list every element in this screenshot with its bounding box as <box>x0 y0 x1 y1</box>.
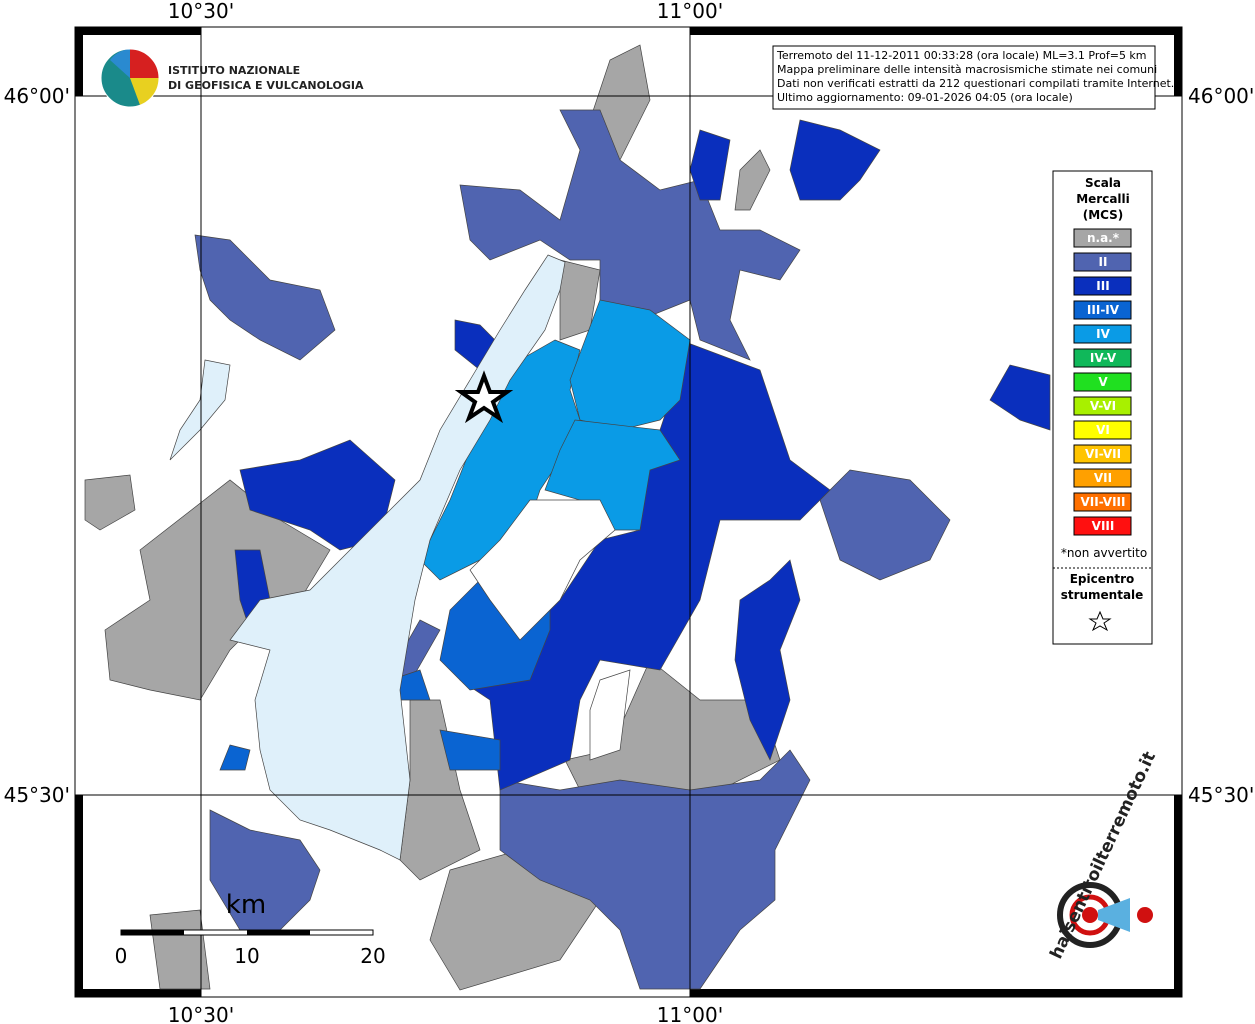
legend-label: VII <box>1094 471 1112 485</box>
legend-swatch <box>1073 276 1132 296</box>
lon-label: 10°30' <box>168 1003 234 1024</box>
legend-label: V <box>1098 375 1108 389</box>
legend-epicenter: Epicentro <box>1070 572 1135 586</box>
info-line: Ultimo aggiornamento: 09-01-2026 04:05 (… <box>777 91 1073 104</box>
region <box>499 749 811 990</box>
legend-title: (MCS) <box>1083 208 1124 222</box>
lon-label: 11°00' <box>657 0 723 23</box>
logo-text: ISTITUTO NAZIONALE <box>168 64 300 77</box>
no-data-area <box>469 499 616 641</box>
logo-text: DI GEOFISICA E VULCANOLOGIA <box>168 79 364 92</box>
region <box>459 339 831 791</box>
region <box>84 474 136 531</box>
info-line: Terremoto del 11-12-2011 00:33:28 (ora l… <box>776 49 1147 62</box>
legend-label: VII-VIII <box>1080 495 1125 509</box>
region <box>569 299 691 431</box>
no-data-area <box>589 669 631 761</box>
legend-star <box>1088 610 1112 632</box>
region <box>989 364 1051 431</box>
region <box>544 419 681 531</box>
legend-swatch <box>1073 372 1132 392</box>
ingv-logo: ISTITUTO NAZIONALE DI GEOFISICA E VULCAN… <box>100 48 364 108</box>
legend-swatch <box>1073 444 1132 464</box>
legend-swatch <box>1073 348 1132 368</box>
legend-swatch <box>1073 516 1132 536</box>
legend-title: Scala <box>1085 176 1121 190</box>
info-box <box>772 45 1156 110</box>
legend: ScalaMercalli(MCS)n.a.*IIIIIIII-IVIVIV-V… <box>1053 176 1152 632</box>
info-line: Dati non verificati estratti da 212 ques… <box>777 77 1174 90</box>
info-line: Mappa preliminare delle intensità macros… <box>777 63 1157 76</box>
lon-label: 10°30' <box>168 0 234 23</box>
lat-label: 46°00' <box>4 84 70 108</box>
legend-swatch <box>1073 468 1132 488</box>
region <box>209 809 321 931</box>
scale-tick: 10 <box>234 944 259 968</box>
epicenter-star <box>454 370 514 424</box>
legend-label: VI-VII <box>1085 447 1121 461</box>
legend-swatch <box>1073 252 1132 272</box>
lat-label: 45°30' <box>4 783 70 807</box>
region <box>819 469 951 581</box>
region <box>789 119 881 201</box>
legend-epicenter: strumentale <box>1061 588 1144 602</box>
lat-label: 46°00' <box>1188 84 1254 108</box>
region <box>689 129 731 201</box>
info-lines: Terremoto del 11-12-2011 00:33:28 (ora l… <box>776 49 1174 104</box>
legend-label: n.a.* <box>1087 231 1120 245</box>
legend-swatch <box>1073 324 1132 344</box>
region <box>734 149 771 211</box>
legend-label: IV <box>1096 327 1110 341</box>
scale-tick: 20 <box>360 944 385 968</box>
legend-swatch <box>1073 492 1132 512</box>
scale-bar: km 0 10 20 <box>115 890 386 968</box>
legend-swatch <box>1073 228 1132 248</box>
region <box>219 744 251 771</box>
legend-note: *non avvertito <box>1061 546 1147 560</box>
legend-label: VI <box>1096 423 1110 437</box>
legend-label: VIII <box>1092 519 1115 533</box>
legend-label: IV-V <box>1090 351 1117 365</box>
lake <box>169 359 231 461</box>
region <box>194 234 336 361</box>
legend-label: III <box>1096 279 1109 293</box>
legend-swatch <box>1073 420 1132 440</box>
region <box>439 729 501 771</box>
frame-bands <box>75 27 1182 997</box>
region <box>734 559 801 761</box>
legend-swatch <box>1073 396 1132 416</box>
lat-label: 45°30' <box>1188 783 1254 807</box>
region <box>459 109 801 361</box>
legend-label: II <box>1099 255 1108 269</box>
lon-label: 11°00' <box>657 1003 723 1024</box>
legend-title: Mercalli <box>1076 192 1130 206</box>
legend-label: V-VI <box>1090 399 1116 413</box>
legend-label: III-IV <box>1087 303 1120 317</box>
scale-unit: km <box>226 890 266 920</box>
scale-tick: 0 <box>115 944 128 968</box>
legend-swatch <box>1073 300 1132 320</box>
